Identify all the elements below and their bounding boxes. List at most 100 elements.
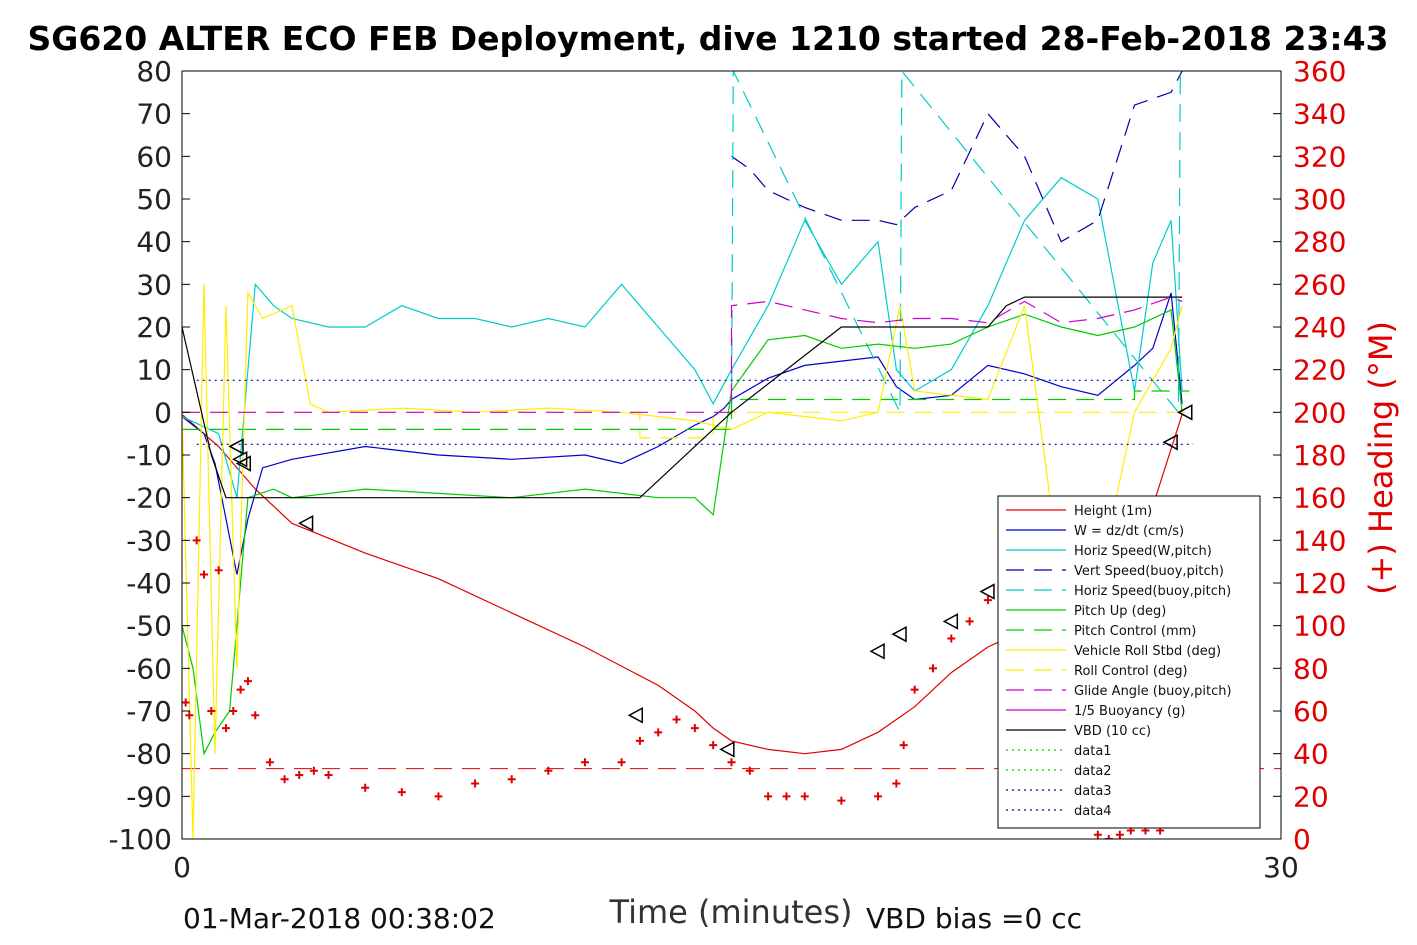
heading-point [965,617,974,626]
heading-point [899,741,908,750]
heading-point [265,758,274,767]
y-left-tick-label: -70 [126,695,172,728]
legend-entry: data1 [1074,744,1112,759]
heading-point [910,685,919,694]
series-line-3 [731,71,1183,243]
legend: Height (1m) W = dz/dt (cm/s) Horiz Speed(W… [997,495,1261,829]
y-left-tick-label: -100 [108,823,172,856]
turn-marker [235,455,252,472]
right-axis-label: (+) Heading (°M) [1362,321,1400,595]
heading-point [236,685,245,694]
y-left-tick-label: 0 [154,396,172,429]
y-right-tick-label: 60 [1293,695,1329,728]
heading-point [229,707,238,715]
heading-point [361,783,370,792]
y-left-tick-label: -10 [126,439,172,472]
legend-entry: Height (1m) [1074,504,1152,519]
y-right-tick-label: 80 [1293,652,1329,685]
heading-point [690,724,699,733]
heading-point [280,775,289,784]
y-right-tick-label: 220 [1293,354,1346,387]
heading-point [635,736,644,745]
turn-marker [627,707,644,724]
turn-marker [719,741,735,758]
y-right-tick-label: 0 [1293,823,1311,856]
heading-point [764,792,773,801]
heading-point [397,788,406,797]
legend-box [997,495,1261,829]
heading-point [745,766,754,775]
x-tick-label: 0 [173,851,191,884]
turn-marker [1162,433,1178,451]
heading-point [782,792,791,801]
heading-point [182,698,190,707]
y-right-tick-label: 320 [1293,140,1346,173]
legend-entry: Vehicle Roll Stbd (deg) [1074,644,1221,659]
chart-title: SG620 ALTER ECO FEB Deployment, dive 121… [27,19,1388,58]
heading-point [727,758,736,767]
legend-entry: data4 [1074,804,1112,819]
heading-point [672,715,681,724]
y-left-tick-label: -50 [126,610,172,643]
heading-point [892,779,901,788]
y-right-tick-label: 300 [1293,183,1346,216]
heading-point [874,792,883,801]
y-left-tick-label: 30 [136,268,172,301]
y-right-tick-label: 200 [1293,396,1346,429]
series-line-5 [182,309,1183,756]
turn-marker [228,438,244,455]
y-right-tick-label: 280 [1293,226,1346,259]
heading-point [471,779,480,788]
y-left-tick-label: -90 [126,780,172,813]
heading-point [295,771,304,779]
heading-point [207,707,216,715]
x-tick-label: 30 [1263,851,1299,884]
y-left-tick-label: -20 [126,482,172,515]
series-line-4 [730,71,1181,414]
heading-point [221,724,230,733]
turn-marker [297,515,314,532]
series-line-7 [182,284,1183,839]
y-right-tick-label: 240 [1293,311,1346,344]
turn-marker [1177,404,1193,421]
heading-point [837,796,846,805]
y-left-tick-label: 10 [136,354,172,387]
heading-point [434,792,443,801]
y-right-tick-label: 160 [1293,482,1346,515]
footer-timestamp: 01-Mar-2018 00:38:02 [183,902,496,935]
heading-point [199,570,208,579]
heading-point [617,758,626,767]
heading-point [654,728,663,737]
y-left-tick-label: 60 [136,140,172,173]
y-left-tick-label: -30 [126,524,172,557]
y-left-tick-label: -80 [126,738,172,771]
axes-layer: 80706050403020100-10-20-30-40-50-60-70-8… [108,55,1346,884]
y-right-tick-label: 20 [1293,780,1329,813]
legend-entry: data3 [1074,784,1112,799]
turn-marker [891,625,907,643]
heading-point [1104,835,1113,839]
legend-entry: Horiz Speed(W,pitch) [1074,544,1212,559]
y-left-tick-label: 20 [136,311,172,344]
heading-point [544,766,553,775]
series-line-9 [182,296,1183,413]
y-left-tick-label: -40 [126,567,172,600]
series-line-6 [182,390,1190,430]
legend-entry: VBD (10 cc) [1074,724,1151,739]
legend-entry: Glide Angle (buoy,pitch) [1074,684,1232,699]
turn-marker [979,583,995,600]
legend-entry: Horiz Speed(buoy,pitch) [1074,584,1231,599]
heading-point [928,664,937,673]
y-right-tick-label: 340 [1293,98,1346,131]
y-right-tick-label: 180 [1293,439,1346,472]
heading-point [251,711,260,720]
series-line-8 [182,411,1190,439]
heading-point [309,766,318,775]
series-line-11 [182,296,1183,499]
heading-point [580,758,589,767]
y-right-tick-label: 100 [1293,610,1346,643]
y-left-tick-label: -60 [126,652,172,685]
heading-point [214,566,223,575]
heading-point [983,596,992,605]
footer-vbd-bias: VBD bias =0 cc [866,902,1082,935]
